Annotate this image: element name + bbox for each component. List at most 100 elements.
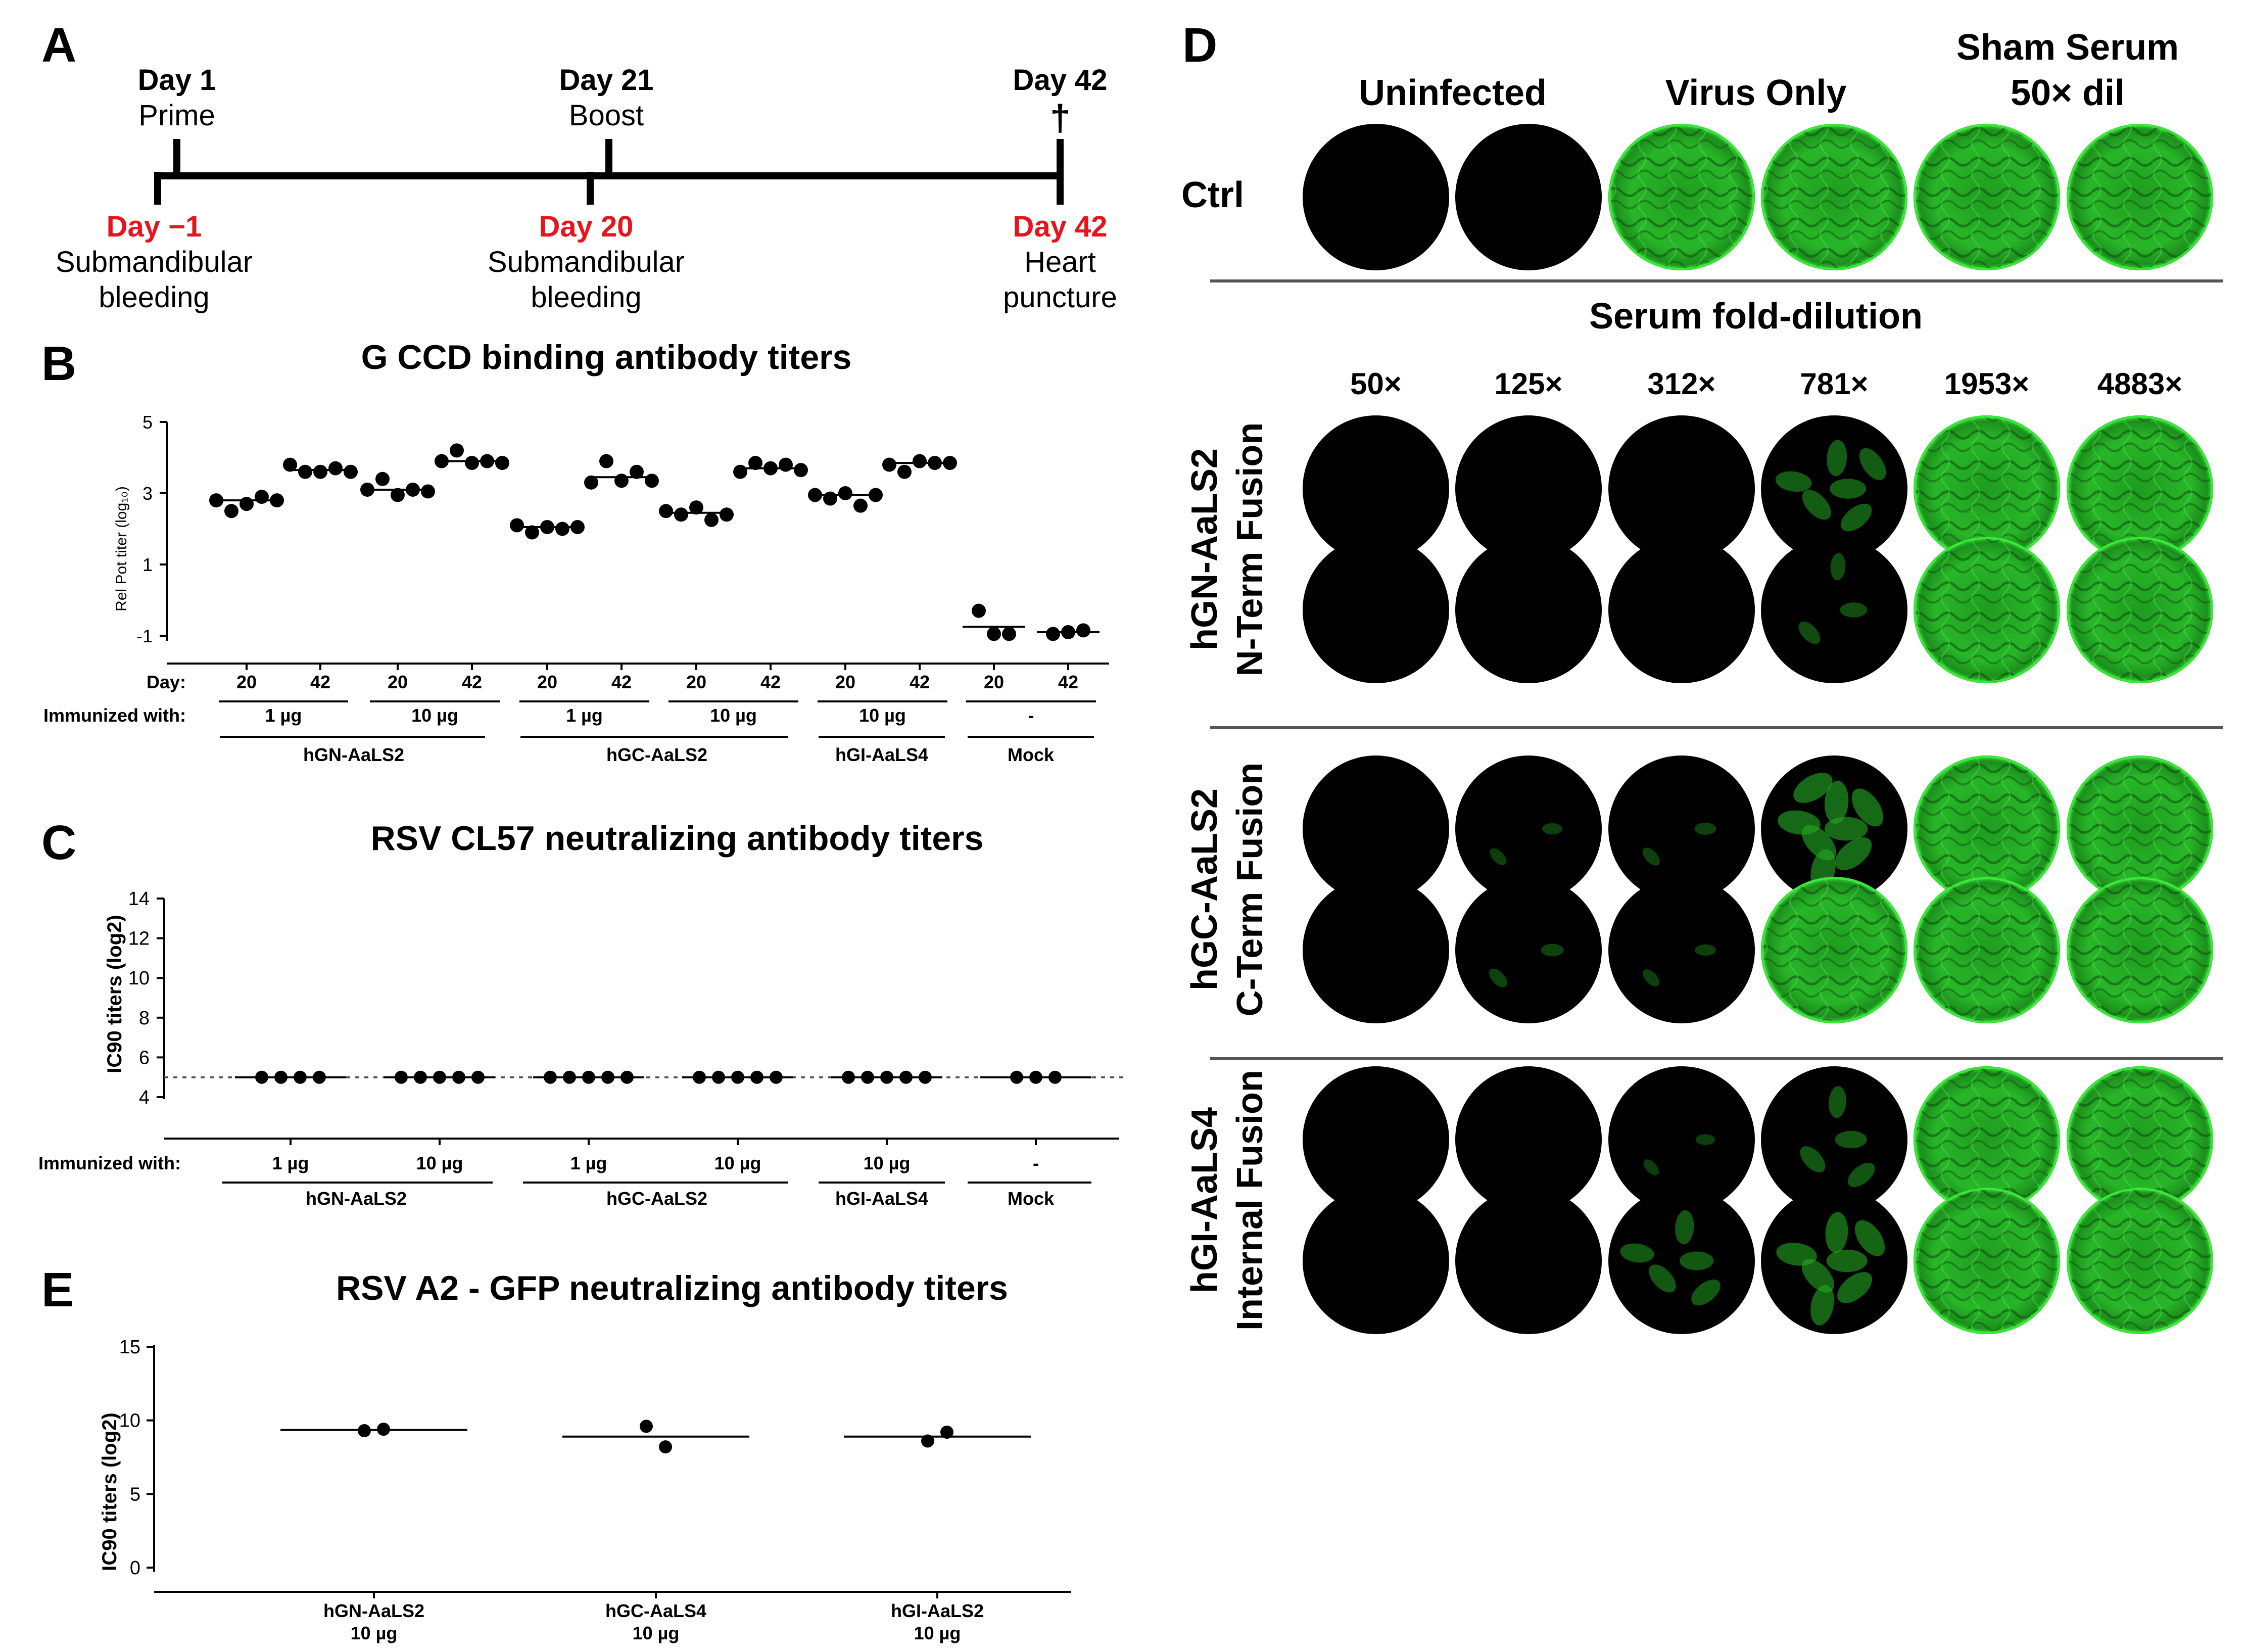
treatment-well	[1303, 1188, 1449, 1334]
chart-b-point	[360, 482, 374, 497]
chart-b-dose-label: -	[1028, 705, 1034, 726]
chart-b-point	[540, 520, 554, 534]
panel-letter-d: D	[1182, 18, 1217, 72]
dilution-label: 4883×	[2097, 367, 2183, 401]
panel-e: E RSV A2 - GFP neutralizing antibody tit…	[41, 1263, 1071, 1643]
bleed-day-1: Day −1	[107, 210, 202, 243]
chart-b-point	[779, 457, 793, 472]
treatment-well	[2067, 1188, 2213, 1334]
treatment-well	[2067, 756, 2213, 902]
chart-b-point	[704, 512, 719, 527]
chart-c-point	[395, 1070, 408, 1084]
chart-b-day-label: 20	[984, 672, 1004, 692]
chart-c-point	[712, 1070, 725, 1084]
chart-b-group-label: hGN-AaLS2	[303, 744, 404, 765]
chart-c-point	[433, 1070, 446, 1084]
chart-e-ytick-label: 0	[130, 1557, 140, 1579]
chart-b-point	[1046, 627, 1060, 641]
bleed-label1-20: Submandibular	[488, 246, 685, 278]
chart-b-point	[1002, 627, 1016, 641]
chart-e-category-label: hGI-AaLS2	[891, 1600, 984, 1621]
treatment-well	[1914, 877, 2060, 1023]
chart-e-category-label: hGC-AaLS4	[605, 1600, 706, 1621]
chart-b-point	[450, 443, 464, 458]
bleed-label1-42: Heart	[1024, 246, 1096, 278]
panel-c: C RSV CL57 neutralizing antibody titers …	[38, 816, 1127, 1209]
treatment-well	[2067, 877, 2213, 1023]
chart-e-point	[358, 1424, 371, 1438]
treatment-well	[1914, 756, 2060, 902]
chart-c-ytick-label: 8	[139, 1008, 150, 1029]
chart-b-point	[555, 522, 569, 536]
treatment-well	[1608, 1066, 1755, 1213]
chart-b-marks	[209, 443, 1100, 641]
chart-c-dose-label: 1 µg	[570, 1153, 607, 1173]
chart-b-day-label: 20	[388, 672, 408, 692]
dilution-labels: 50× 125× 312× 781× 1953× 4883×	[1350, 367, 2182, 401]
chart-b-day-label: 42	[760, 672, 781, 692]
chart-b-point	[689, 500, 703, 515]
chart-b-dose-label: 10 µg	[411, 705, 458, 726]
chart-c-point	[471, 1070, 485, 1084]
treatment-well	[1914, 1066, 2060, 1213]
chart-c-point	[620, 1070, 634, 1084]
chart-c-dose-label: 10 µg	[416, 1153, 463, 1173]
chart-b-point	[375, 471, 390, 486]
chart-b-dose-label: 10 µg	[859, 705, 906, 726]
treatment-group-label: hGC-AaLS2 C-Term Fusion	[1184, 763, 1270, 1017]
bleed-label1-1: Submandibular	[56, 246, 253, 278]
chart-c-point	[880, 1070, 893, 1084]
ctrl-row-label: Ctrl	[1181, 175, 1244, 215]
treatment-well	[1455, 537, 1602, 683]
chart-e-marks	[280, 1420, 1031, 1454]
chart-b-point	[255, 490, 269, 504]
panel-letter-a: A	[41, 18, 76, 72]
dilution-label: 50×	[1350, 367, 1402, 401]
chart-c-ytick-label: 12	[128, 928, 150, 950]
ctrl-well	[1914, 124, 2060, 270]
chart-e-ytick-label: 5	[130, 1484, 140, 1505]
chart-c-dose-labels: 1 µg 10 µg 1 µg 10 µg 10 µg -	[272, 1139, 1039, 1173]
chart-e-category-label: hGN-AaLS2	[323, 1600, 424, 1621]
chart-b-day-label: 42	[611, 672, 632, 692]
chart-b-dose-label: 10 µg	[710, 705, 757, 726]
chart-b-day-label: 20	[236, 672, 257, 692]
event-day-42-top: Day 42	[1013, 64, 1107, 97]
chart-e-category-dose: 10 µg	[914, 1623, 961, 1643]
chart-b-point	[313, 464, 327, 479]
chart-b-day-label: 42	[310, 672, 330, 692]
chart-b-point	[823, 491, 837, 506]
chart-b-point	[270, 493, 284, 508]
chart-b-point	[645, 474, 659, 488]
bleed-day-20: Day 20	[539, 210, 633, 243]
chart-c-point	[563, 1070, 576, 1084]
chart-b-point	[869, 488, 883, 502]
chart-b-y-ticks: 5 3 1 -1	[136, 412, 167, 646]
treatment-well	[1608, 1188, 1755, 1334]
chart-e-title: RSV A2 - GFP neutralizing antibody titer…	[336, 1269, 1008, 1307]
panel-b: B G CCD binding antibody titers Rel Pot …	[41, 337, 1109, 765]
chart-c-point	[255, 1070, 268, 1084]
chart-b-point	[421, 484, 435, 499]
chart-b-point	[406, 482, 420, 497]
chart-e-category-dose: 10 µg	[633, 1623, 680, 1643]
treatment-well	[1303, 537, 1449, 683]
ctrl-header-sham-2: 50× dil	[2011, 73, 2125, 113]
panel-letter-e: E	[41, 1263, 74, 1317]
chart-c-group-label: hGN-AaLS2	[306, 1188, 407, 1209]
chart-c-point	[899, 1070, 913, 1084]
chart-c-dose-label: 10 µg	[714, 1153, 761, 1173]
event-label-21: Boost	[569, 99, 644, 132]
treatment-well	[1914, 415, 2060, 562]
ctrl-header-virus-only: Virus Only	[1665, 73, 1847, 113]
chart-b-point	[720, 507, 734, 522]
chart-c-y-ticks: 14 12 10 8 6 4	[128, 888, 164, 1108]
chart-b-day-label: 20	[835, 672, 855, 692]
chart-b-point	[480, 454, 494, 468]
chart-b-day-label: 20	[686, 672, 706, 692]
dilution-label: 125×	[1494, 367, 1562, 401]
chart-b-point	[510, 518, 524, 533]
chart-b-point	[328, 461, 343, 476]
dagger-icon: †	[1050, 98, 1070, 138]
dilution-label: 312×	[1647, 367, 1715, 401]
